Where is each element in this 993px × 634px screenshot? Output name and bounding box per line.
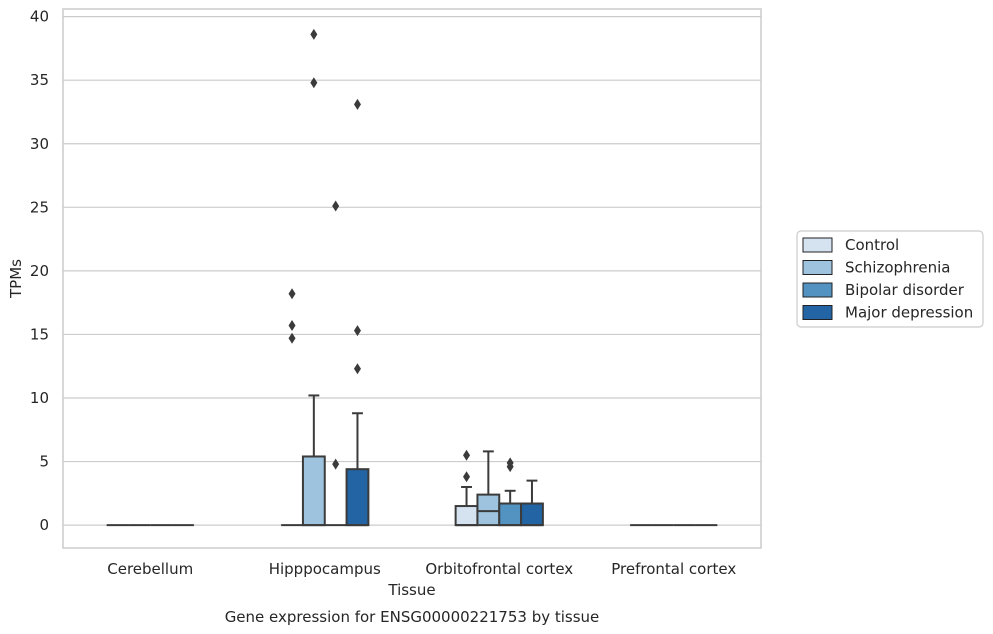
box-body <box>345 468 370 527</box>
outlier-point <box>332 458 340 470</box>
box-1-3 <box>345 98 370 527</box>
box-body <box>520 502 544 527</box>
x-tick-label: Hipppocampus <box>269 560 381 578</box>
y-tick-label: 15 <box>30 325 49 343</box>
box-2-1 <box>476 450 501 527</box>
outlier-point <box>463 471 471 483</box>
chart-caption: Gene expression for ENSG00000221753 by t… <box>225 608 600 626</box>
box-1-0 <box>281 288 303 527</box>
legend-label: Major depression <box>845 304 973 322</box>
y-tick-label: 25 <box>30 198 49 216</box>
outlier-point <box>353 363 361 375</box>
y-axis-label: TPMs <box>7 259 25 299</box>
legend-swatch <box>802 260 833 275</box>
box-2-0 <box>454 449 479 527</box>
legend-swatch <box>802 305 833 320</box>
legend-label: Schizophrenia <box>845 259 950 277</box>
box-body <box>301 455 326 527</box>
outlier-point <box>310 28 318 40</box>
y-tick-label: 5 <box>39 453 49 471</box>
x-axis-label: Tissue <box>387 581 435 599</box>
grid-lines <box>63 16 761 526</box>
legend-label: Control <box>845 236 899 254</box>
outlier-point <box>288 288 296 300</box>
outlier-point <box>332 200 340 212</box>
y-tick-label: 35 <box>30 71 49 89</box>
outlier-point <box>463 449 471 461</box>
box-body <box>476 493 501 527</box>
outlier-point <box>288 320 296 332</box>
y-tick-labels: 0 5 10 15 20 25 30 35 40 <box>30 8 49 534</box>
outlier-point <box>506 457 514 469</box>
x-tick-label: Prefrontal cortex <box>611 560 736 578</box>
outlier-point <box>288 332 296 344</box>
x-tick-label: Cerebellum <box>107 560 193 578</box>
legend-label: Bipolar disorder <box>845 281 965 299</box>
box-1-2 <box>324 200 347 527</box>
y-tick-label: 30 <box>30 135 49 153</box>
legend-swatch <box>802 237 833 253</box>
box-2-2 <box>498 457 523 527</box>
box-2-3 <box>520 479 544 527</box>
box-1-1 <box>301 28 326 527</box>
legend-swatch <box>802 282 833 298</box>
box-plot-series <box>106 28 718 527</box>
y-tick-label: 40 <box>30 8 49 26</box>
x-tick-label: Orbitofrontal cortex <box>425 560 573 578</box>
y-tick-label: 0 <box>39 516 49 534</box>
outlier-point <box>353 98 361 110</box>
y-tick-label: 20 <box>30 262 49 280</box>
legend: Control Schizophrenia Bipolar disorder Majo… <box>796 230 984 328</box>
outlier-point <box>353 325 361 337</box>
plot-frame <box>62 8 762 549</box>
y-tick-label: 10 <box>30 389 49 407</box>
legend-frame <box>796 230 984 328</box>
x-tick-labels: Cerebellum Hipppocampus Orbitofrontal cort… <box>107 560 736 578</box>
outlier-point <box>310 77 318 89</box>
box-body <box>454 505 479 527</box>
box-body <box>498 502 523 527</box>
